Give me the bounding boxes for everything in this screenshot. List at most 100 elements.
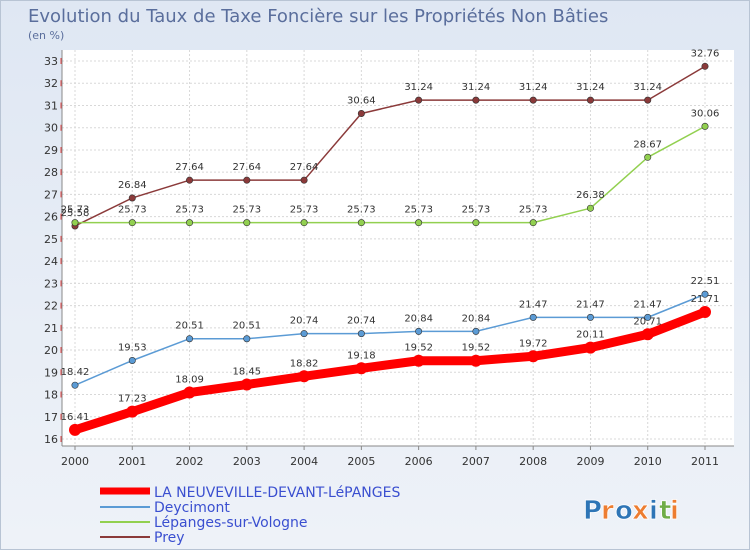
point-deycimont-2007	[472, 327, 480, 335]
data-label-lepanges-2001: 25.73	[118, 205, 147, 216]
point-prey-2007	[472, 96, 480, 104]
point-prey-2005	[357, 109, 365, 117]
point-deycimont-2004	[300, 330, 308, 338]
x-tick-label-2001: 2001	[118, 455, 146, 468]
point-prey-2004	[300, 176, 308, 184]
chart-title: Evolution du Taux de Taxe Foncière sur l…	[28, 6, 608, 27]
x-tick-label-2006: 2006	[405, 455, 433, 468]
data-label-deycimont-2004: 20.74	[290, 316, 319, 327]
x-tick-label-2009: 2009	[576, 455, 604, 468]
x-tick-label-2011: 2011	[691, 455, 719, 468]
data-label-deycimont-2008: 21.47	[519, 299, 548, 310]
plot-area	[62, 50, 734, 446]
point-lepanges-2003	[243, 219, 251, 227]
point-neuveville-2005	[355, 362, 368, 375]
data-label-lepanges-2010: 28.67	[633, 139, 662, 150]
point-neuveville-2009	[584, 341, 597, 354]
legend: LA NEUVEVILLE-DEVANT-LéPANGES Deycimont …	[100, 485, 400, 546]
point-neuveville-2004	[298, 370, 311, 383]
x-tick-label-2000: 2000	[61, 455, 89, 468]
data-label-deycimont-2007: 20.84	[462, 313, 491, 324]
y-tick-label-29: 29	[44, 144, 58, 157]
point-lepanges-2002	[186, 219, 194, 227]
data-label-lepanges-2009: 26.38	[576, 190, 605, 201]
point-deycimont-2000	[71, 381, 79, 389]
point-lepanges-2010	[644, 153, 652, 161]
point-neuveville-2000	[69, 423, 81, 436]
y-tick-label-18: 18	[44, 389, 58, 402]
point-lepanges-2006	[415, 219, 423, 227]
y-tick-label-22: 22	[44, 300, 58, 313]
y-tick-label-23: 23	[44, 277, 58, 290]
point-neuveville-2007	[469, 354, 482, 367]
data-label-prey-2009: 31.24	[576, 82, 605, 93]
data-label-neuveville-2009: 20.11	[576, 330, 605, 341]
logo-letter-1: r	[601, 496, 614, 526]
y-tick-label-28: 28	[44, 166, 58, 179]
data-label-neuveville-2008: 19.72	[519, 338, 548, 349]
data-label-prey-2002: 27.64	[175, 162, 204, 173]
data-label-deycimont-2009: 21.47	[576, 299, 605, 310]
series-line-prey	[74, 65, 706, 227]
point-lepanges-2005	[357, 219, 365, 227]
point-neuveville-2001	[126, 405, 139, 418]
point-deycimont-2011	[701, 290, 709, 298]
y-tick-label-26: 26	[44, 211, 58, 224]
logo-letter-0: P	[583, 496, 602, 526]
y-tick-label-32: 32	[44, 77, 58, 90]
data-label-prey-2008: 31.24	[519, 82, 548, 93]
point-deycimont-2001	[128, 357, 136, 365]
data-label-neuveville-2003: 18.45	[232, 367, 261, 378]
series-line-lepanges	[74, 125, 706, 224]
point-lepanges-2001	[128, 219, 136, 227]
logo-letter-4: i	[649, 496, 658, 526]
y-tick-label-16: 16	[44, 433, 58, 446]
point-lepanges-2004	[300, 219, 308, 227]
data-label-prey-2005: 30.64	[347, 95, 376, 106]
data-label-deycimont-2006: 20.84	[404, 313, 433, 324]
y-tick-label-21: 21	[44, 322, 58, 335]
point-deycimont-2005	[357, 330, 365, 338]
point-deycimont-2003	[243, 335, 251, 343]
legend-label-prey: Prey	[154, 530, 185, 546]
data-label-neuveville-2007: 19.52	[462, 343, 491, 354]
data-label-neuveville-2001: 17.23	[118, 394, 147, 405]
point-prey-2006	[415, 96, 423, 104]
point-deycimont-2010	[644, 313, 652, 321]
data-label-deycimont-2001: 19.53	[118, 343, 147, 354]
y-tick-label-17: 17	[44, 411, 58, 424]
data-label-lepanges-2006: 25.73	[404, 205, 433, 216]
data-label-lepanges-2002: 25.73	[175, 205, 204, 216]
y-tick-label-24: 24	[44, 255, 58, 268]
legend-label-deycimont: Deycimont	[154, 500, 230, 516]
point-prey-2009	[586, 96, 594, 104]
y-tick-label-19: 19	[44, 366, 58, 379]
data-label-lepanges-2003: 25.73	[232, 205, 261, 216]
axis-layer: 16 17 18 19 20 21 22 23 24 25 26 27 28 29 30 31 32 33 2000…	[44, 50, 734, 468]
data-label-prey-2004: 27.64	[290, 162, 319, 173]
data-label-neuveville-2004: 18.82	[290, 358, 319, 369]
point-lepanges-2007	[472, 219, 480, 227]
data-label-deycimont-2003: 20.51	[232, 321, 261, 332]
data-label-deycimont-2010: 21.47	[633, 299, 662, 310]
point-prey-2001	[128, 194, 136, 202]
point-neuveville-2006	[412, 354, 425, 367]
point-neuveville-2003	[240, 378, 253, 391]
x-tick-label-2007: 2007	[462, 455, 490, 468]
grid-layer	[62, 50, 734, 446]
series-layer	[69, 62, 711, 436]
x-tick-label-2004: 2004	[290, 455, 318, 468]
data-label-prey-2011: 32.76	[691, 48, 720, 59]
point-deycimont-2008	[529, 313, 537, 321]
point-neuveville-2002	[183, 386, 196, 399]
data-label-lepanges-2000: 25.73	[61, 205, 90, 216]
point-lepanges-2000	[71, 219, 79, 227]
x-tick-label-2003: 2003	[233, 455, 261, 468]
point-prey-2010	[644, 96, 652, 104]
point-deycimont-2009	[586, 313, 594, 321]
series-line-deycimont	[74, 293, 706, 386]
label-layer: 25.58 26.84 27.64 27.64 27.64 30.64 31.24 31.24…	[61, 48, 720, 423]
data-label-lepanges-2005: 25.73	[347, 205, 376, 216]
data-label-lepanges-2011: 30.06	[691, 108, 720, 119]
data-label-prey-2006: 31.24	[404, 82, 433, 93]
